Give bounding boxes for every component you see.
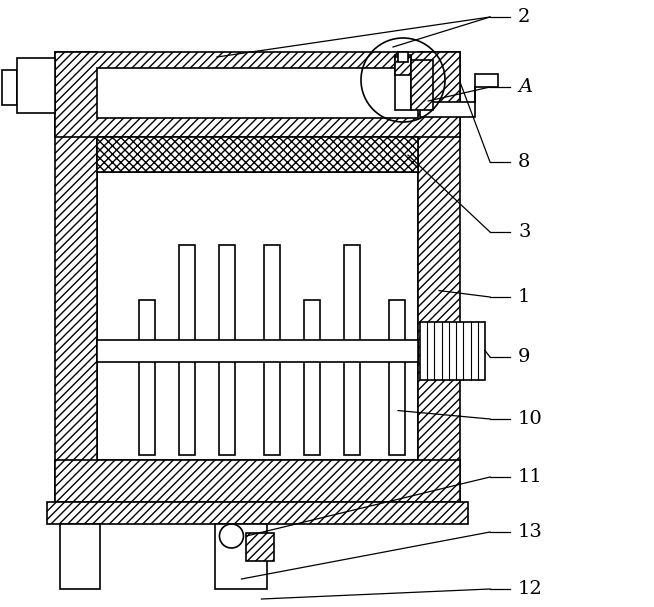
Bar (411, 60, 433, 110)
Text: 11: 11 (518, 468, 543, 486)
Bar (179, 245, 195, 455)
Text: 12: 12 (518, 580, 543, 598)
Bar (2, 70, 17, 105)
Bar (139, 300, 155, 455)
Bar (395, 55, 411, 110)
Bar (420, 322, 485, 379)
Bar (304, 300, 320, 455)
Text: 13: 13 (518, 523, 543, 541)
Bar (97, 339, 418, 362)
Bar (418, 52, 460, 502)
Bar (47, 502, 468, 524)
Bar (97, 172, 418, 460)
Bar (247, 533, 275, 561)
Text: 8: 8 (518, 153, 530, 171)
Bar (55, 460, 460, 502)
Bar (395, 57, 411, 75)
Text: 9: 9 (518, 348, 530, 366)
Bar (97, 137, 418, 172)
Bar (97, 68, 418, 118)
Bar (55, 52, 460, 137)
Bar (264, 245, 280, 455)
Bar (398, 52, 408, 62)
Bar (219, 245, 235, 455)
Bar (215, 524, 267, 589)
Polygon shape (420, 74, 498, 117)
Bar (389, 300, 405, 455)
Text: 10: 10 (518, 410, 543, 428)
Bar (17, 58, 55, 113)
Bar (60, 524, 100, 589)
Text: 3: 3 (518, 223, 530, 241)
Bar (344, 245, 360, 455)
Text: 2: 2 (518, 8, 530, 26)
Bar (55, 52, 97, 502)
Text: A: A (518, 78, 532, 96)
Text: 1: 1 (518, 288, 530, 306)
